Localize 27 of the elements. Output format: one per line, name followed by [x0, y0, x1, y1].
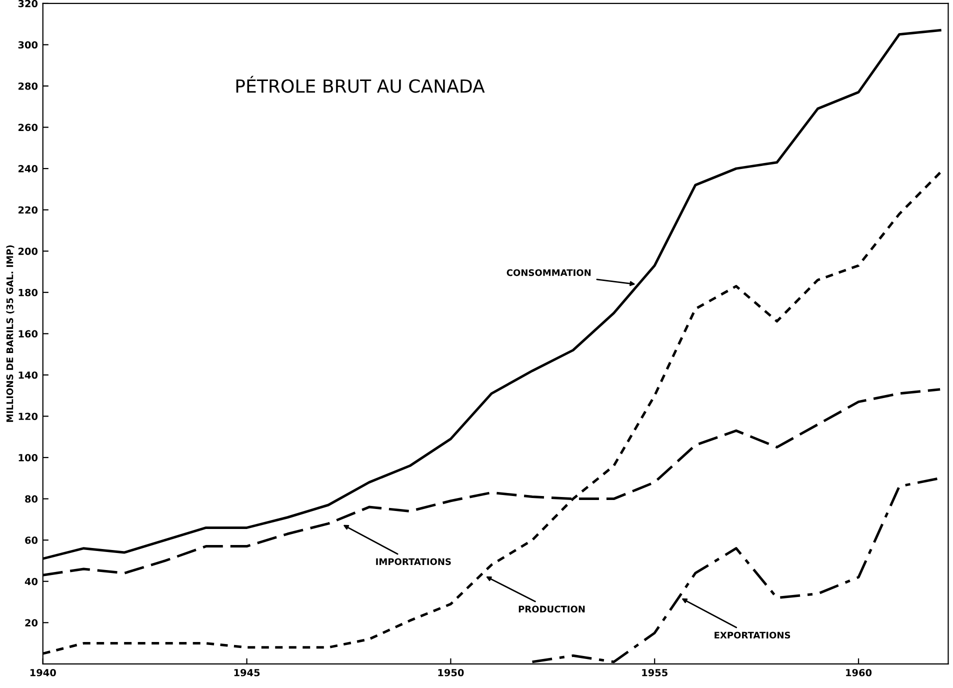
x-tick-label: 1960 — [846, 668, 872, 676]
text: PÉTROLE BRUT AU CANADA — [236, 76, 485, 93]
y-tick-label: 300 — [18, 41, 38, 49]
y-tick-label: 320 — [18, 0, 38, 8]
y-tick-label: 280 — [18, 82, 38, 90]
y-tick-label: 60 — [25, 536, 38, 544]
annotation: IMPORTATIONS — [376, 558, 451, 566]
x-tick-label: 1945 — [234, 668, 260, 676]
y-axis-title: MILLIONS DE BARILS (35 GAL. IMP) — [6, 245, 14, 422]
y-tick-label: 140 — [18, 371, 38, 379]
y-tick-label: 220 — [18, 206, 38, 214]
y-tick-label: 160 — [18, 330, 38, 338]
y-tick-label: 20 — [25, 619, 38, 626]
annotation: PRODUCTION — [518, 606, 585, 613]
y-tick-label: 120 — [18, 412, 38, 420]
annotation: EXPORTATIONS — [714, 632, 790, 639]
x-tick-label: 1950 — [438, 668, 464, 676]
y-tick-label: 180 — [18, 288, 38, 296]
y-tick-label: 100 — [18, 454, 38, 462]
annotation: CONSOMMATION — [506, 269, 591, 276]
y-tick-label: 80 — [25, 495, 38, 503]
x-tick-label: 1955 — [642, 668, 668, 676]
y-tick-label: 200 — [18, 248, 38, 255]
x-tick-label: 1940 — [30, 668, 56, 676]
y-tick-label: 260 — [18, 124, 38, 132]
y-tick-label: 240 — [18, 165, 38, 172]
y-tick-label: 40 — [24, 578, 38, 586]
